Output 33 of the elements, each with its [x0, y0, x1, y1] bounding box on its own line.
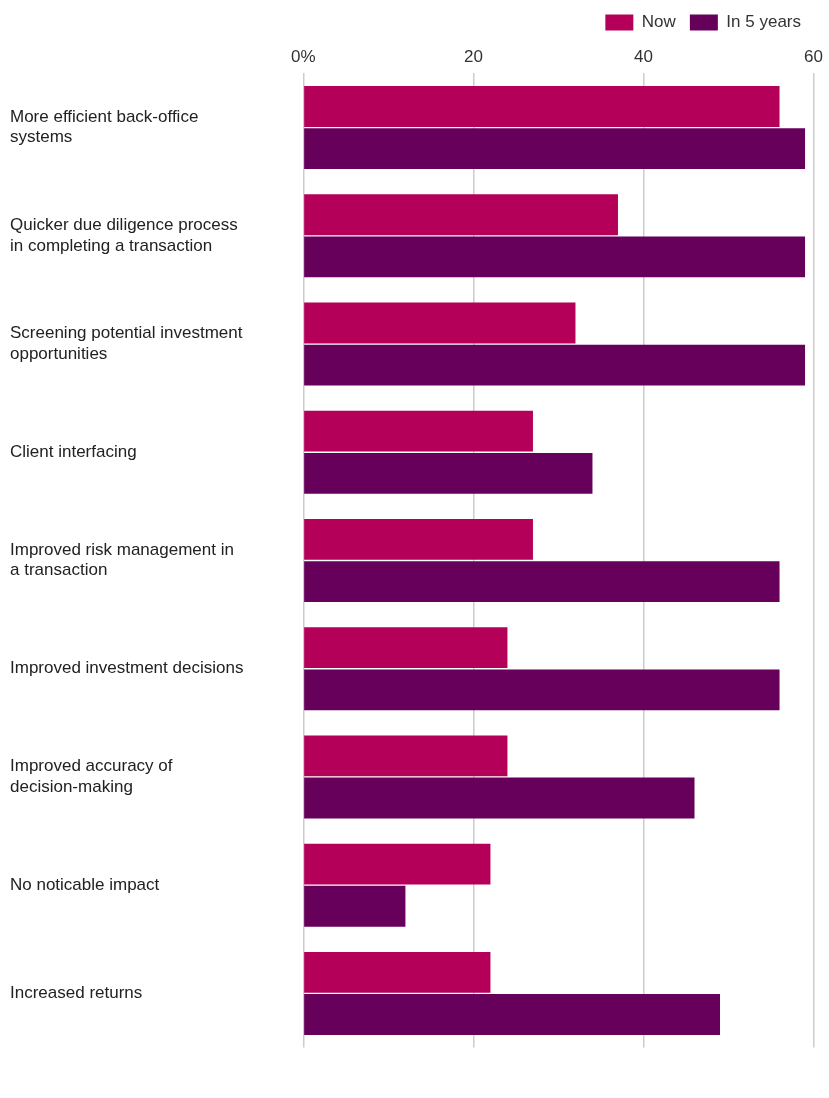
y-tick-label: Quicker due diligence process in completing a transaction: [10, 215, 238, 255]
bar: [304, 344, 806, 386]
y-tick-label: More efficient back-office systems: [10, 107, 199, 147]
bar: [304, 627, 508, 669]
x-tick-label: 40: [634, 46, 653, 66]
bar: [304, 128, 806, 170]
legend-label: Now: [641, 12, 677, 32]
y-tick-label: No noticable impact: [10, 874, 160, 894]
y-tick-label: Improved investment decisions: [10, 658, 244, 678]
bar: [304, 236, 806, 278]
bar: [304, 951, 491, 993]
y-tick-label: Increased returns: [10, 983, 143, 1003]
bar: [304, 561, 780, 603]
y-tick-label: Improved risk management in a transaction: [10, 539, 234, 580]
bar: [304, 994, 721, 1036]
bar: [304, 669, 780, 711]
x-tick-label: 0%: [291, 46, 316, 66]
y-tick-label: Client interfacing: [10, 441, 137, 461]
bar: [304, 410, 533, 452]
bar: [304, 735, 508, 777]
bar: [304, 194, 618, 236]
bar: [304, 452, 593, 494]
bar: [304, 843, 491, 885]
bar: [304, 885, 406, 927]
y-tick-label: Improved accuracy of decision-making: [10, 756, 173, 796]
y-tick-label: Screening potential investment opportunities: [10, 323, 243, 363]
bar: [304, 85, 780, 127]
legend-label: In 5 years: [726, 12, 802, 32]
bar: [304, 777, 695, 819]
bar: [304, 302, 576, 344]
x-tick-label: 20: [463, 46, 483, 66]
bar: [304, 518, 533, 560]
x-tick-label: 60: [804, 46, 824, 66]
